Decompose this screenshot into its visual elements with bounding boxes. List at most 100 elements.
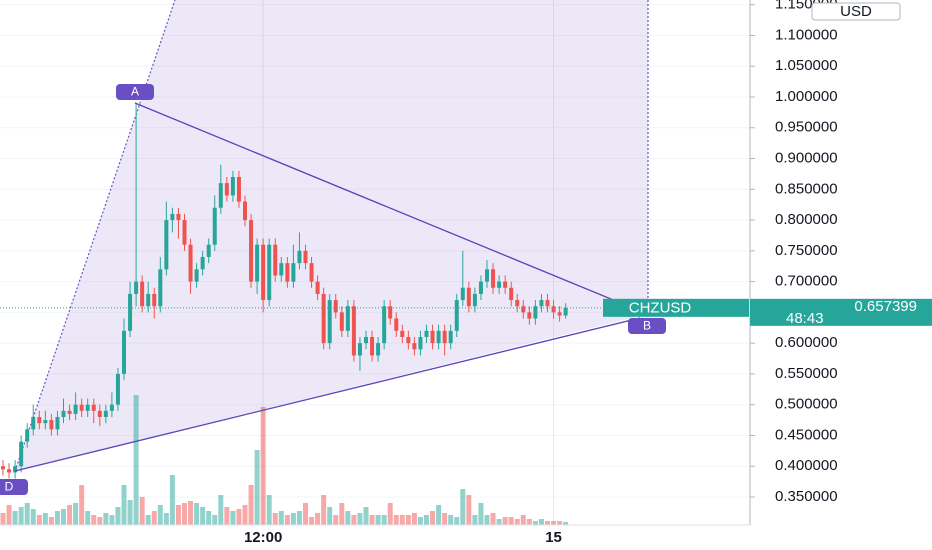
volume-bar — [12, 511, 18, 525]
volume-bar — [248, 485, 254, 525]
volume-bar — [551, 521, 557, 525]
volume-bar — [466, 495, 472, 525]
candle-body — [67, 410, 72, 414]
volume-bar — [151, 511, 157, 525]
volume-bar — [0, 513, 6, 525]
candle-body — [551, 306, 556, 313]
volume-bar — [145, 515, 151, 525]
candle-body — [73, 404, 78, 414]
volume-bar — [442, 513, 448, 525]
candle-body — [327, 300, 332, 344]
volume-bar — [48, 517, 54, 525]
candle-body — [61, 410, 66, 417]
candle-body — [230, 176, 235, 196]
candle-body — [315, 281, 320, 294]
volume-bar — [538, 519, 544, 525]
volume-bar — [296, 511, 302, 525]
point-label-box — [116, 84, 154, 100]
y-tick-label: 0.450000 — [775, 426, 838, 443]
candle-body — [539, 300, 544, 307]
candle-body — [491, 269, 496, 288]
volume-bar — [188, 501, 194, 525]
pattern-fill — [15, 0, 648, 471]
volume-bar — [436, 505, 442, 525]
candle-body — [224, 183, 229, 196]
candle-body — [309, 263, 314, 282]
candle-body — [376, 343, 381, 356]
volume-bar — [496, 519, 502, 525]
volume-bar — [224, 507, 230, 525]
candle-body — [255, 244, 260, 282]
volume-bar — [345, 511, 351, 525]
pattern-upper-line — [134, 102, 641, 312]
candle-body — [97, 410, 102, 417]
y-tick-label: 0.550000 — [775, 365, 838, 382]
volume-bar — [24, 503, 30, 525]
currency: USD — [840, 3, 872, 20]
candle-body — [109, 404, 114, 411]
volume-bar — [30, 509, 36, 525]
candle-body — [466, 287, 471, 307]
y-tick-label: 0.950000 — [775, 119, 838, 136]
volume-bar — [321, 495, 327, 525]
candle-body — [388, 306, 393, 319]
candle-body — [448, 330, 453, 344]
volume-bar — [557, 521, 563, 525]
y-tick-label: 0.700000 — [775, 273, 838, 290]
volume-bar — [169, 475, 175, 525]
volume-bar — [448, 515, 454, 525]
volume-bar — [387, 503, 393, 525]
candle-body — [412, 343, 417, 350]
candle-body — [182, 220, 187, 245]
last-price-box — [750, 298, 932, 326]
volume-bar — [502, 517, 508, 525]
candle-body — [394, 318, 399, 331]
volume-bar — [563, 522, 569, 525]
candle-body — [521, 306, 526, 313]
point-label: D — [5, 480, 14, 494]
candle-body — [25, 429, 30, 442]
volume-bar — [460, 489, 466, 525]
candle-body — [478, 281, 483, 294]
volume-bar — [109, 515, 115, 525]
candle-body — [212, 207, 217, 245]
y-tick-label: 0.400000 — [775, 457, 838, 474]
volume-bar — [333, 515, 339, 525]
candle-body — [351, 306, 356, 356]
candle-body — [527, 312, 532, 319]
volume-bar — [79, 485, 85, 525]
candle-body — [533, 306, 538, 319]
volume-bar — [490, 513, 496, 525]
candle-body — [406, 336, 411, 344]
candle-body — [357, 343, 362, 356]
volume-bar — [454, 517, 460, 525]
pattern-lower-line — [14, 317, 641, 472]
volume-bar — [411, 513, 417, 525]
volume-bar — [212, 515, 218, 525]
currency-button[interactable] — [811, 2, 901, 21]
volume-bar — [375, 515, 381, 525]
point-label: B — [643, 319, 651, 333]
symbol-label-box — [603, 298, 749, 317]
volume-bar — [478, 503, 484, 525]
volume-bar — [230, 511, 236, 525]
candle-body — [218, 183, 223, 208]
volume-bar — [175, 505, 181, 525]
volume-bar — [91, 515, 97, 525]
candle-body — [200, 256, 205, 270]
candle-body — [37, 416, 42, 424]
candle-body — [430, 330, 435, 344]
candle-body — [503, 281, 508, 288]
candle-body — [31, 416, 36, 430]
volume-bar — [85, 511, 91, 525]
candle-body — [243, 201, 247, 221]
volume-bar — [369, 515, 375, 525]
y-tick-label: 1.000000 — [775, 88, 838, 105]
volume-bar — [121, 485, 127, 525]
volume-bar — [236, 509, 242, 525]
volume-bar — [103, 513, 109, 525]
candle-body — [472, 293, 477, 307]
candle-body — [164, 220, 169, 270]
candle-body — [236, 176, 241, 202]
volume-bar — [424, 515, 429, 525]
